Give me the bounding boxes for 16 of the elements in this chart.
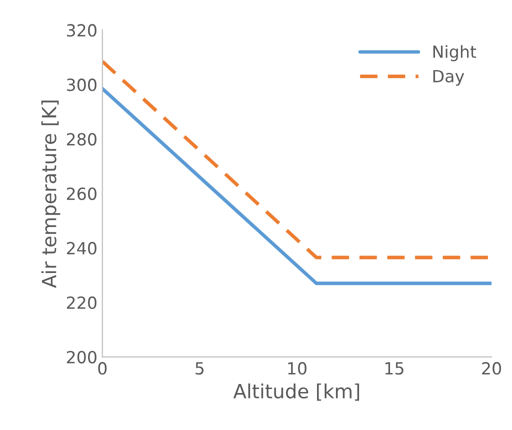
x-tick-label: 20 (482, 362, 502, 375)
legend-label: Night (433, 45, 476, 62)
legend-label: Day (433, 70, 464, 86)
x-axis-title: Altitude [km] (233, 383, 360, 401)
y-tick-label: 200 (66, 350, 96, 364)
x-tick-label: 10 (288, 362, 306, 375)
y-axis-title: Air temperature [K] (41, 100, 60, 288)
x-tick-label: 15 (385, 362, 404, 375)
y-tick-label: 220 (66, 296, 96, 309)
y-tick-label: 240 (66, 242, 96, 255)
y-tick-label: 320 (66, 24, 96, 37)
x-tick-label: 5 (196, 362, 204, 375)
x-tick-label: 0 (98, 362, 107, 375)
y-tick-label: 260 (66, 187, 96, 200)
y-tick-label: 300 (66, 78, 96, 92)
y-tick-label: 280 (66, 132, 96, 146)
